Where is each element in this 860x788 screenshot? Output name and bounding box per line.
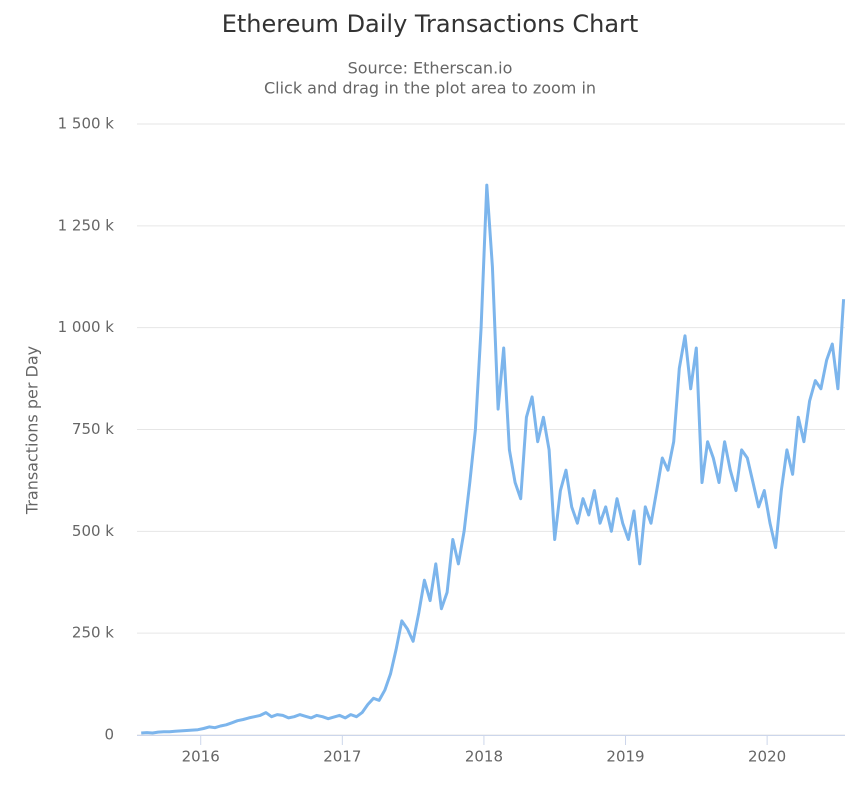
data-line — [141, 183, 846, 735]
y-tick-label: 250 k — [72, 624, 114, 642]
chart-subtitle: Click and drag in the plot area to zoom … — [264, 79, 596, 98]
x-tick-label: 2018 — [465, 748, 503, 766]
y-tick-label: 1 250 k — [58, 216, 115, 234]
y-tick-label: 0 — [104, 726, 114, 744]
y-tick-label: 750 k — [72, 420, 114, 438]
x-tick-label: 2020 — [748, 748, 786, 766]
chart-title: Ethereum Daily Transactions Chart — [222, 10, 639, 38]
x-tick-label: 2017 — [323, 748, 361, 766]
y-axis-title: Transactions per Day — [23, 346, 42, 515]
chart-subtitle: Source: Etherscan.io — [348, 59, 513, 78]
y-tick-label: 500 k — [72, 522, 114, 540]
y-tick-label: 1 500 k — [58, 115, 115, 133]
x-tick-label: 2019 — [606, 748, 644, 766]
y-tick-label: 1 000 k — [58, 318, 115, 336]
x-tick-label: 2016 — [182, 748, 220, 766]
